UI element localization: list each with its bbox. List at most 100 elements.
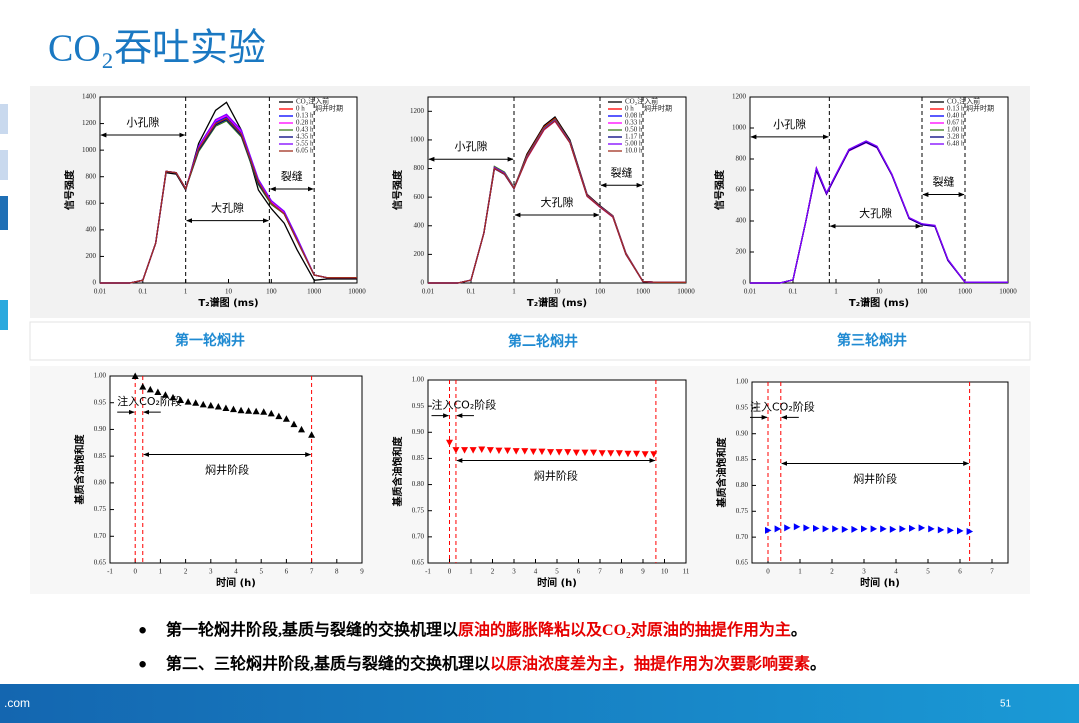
point [624, 450, 632, 458]
x-axis-label: T₂谱图 (ms) [849, 296, 909, 309]
annotation: 注入CO₂阶段 [432, 398, 497, 412]
point [308, 431, 316, 438]
point [282, 415, 290, 422]
plot-area [751, 381, 1009, 564]
point [237, 406, 245, 414]
point [813, 524, 820, 532]
y-tick-label: 0.65 [412, 559, 425, 567]
point [870, 525, 878, 533]
series-line [428, 120, 686, 284]
x-axis-label: T₂谱图 (ms) [198, 296, 258, 309]
point [177, 396, 185, 404]
point [650, 451, 658, 458]
x-tick-label: 7 [310, 568, 314, 576]
point [461, 447, 469, 454]
legend-label: 5.00 h [625, 140, 643, 148]
point [641, 451, 649, 458]
annotation: 大孔隙 [859, 206, 892, 220]
legend-label: 0.40 h [947, 112, 965, 120]
legend-label: 10.0 h [625, 147, 643, 155]
point [832, 525, 839, 533]
point [555, 449, 563, 456]
x-tick-label: 0.01 [422, 288, 435, 296]
legend-label: 0.33 h [625, 119, 643, 127]
y-tick-label: 0.80 [412, 480, 425, 488]
x-tick-label: 1000 [958, 288, 973, 296]
point [918, 524, 926, 532]
y-tick-label: 600 [86, 199, 97, 207]
point [222, 404, 230, 412]
y-tick-label: 0.75 [94, 505, 107, 513]
bullet-dot: ● [138, 622, 147, 638]
x-tick-label: 1000 [307, 288, 322, 296]
legend-label: 0.50 h [625, 126, 643, 134]
legend-label: 5.55 h [296, 140, 314, 148]
x-tick-label: 7 [598, 568, 602, 576]
y-tick-label: 0.75 [412, 506, 425, 514]
bullet-lead: 第二、三轮焖井阶段,基质与裂缝的交换机理以 [166, 654, 490, 673]
point [937, 526, 945, 534]
point [512, 448, 520, 455]
x-tick-label: 1 [184, 288, 188, 296]
y-tick-label: 1200 [82, 119, 97, 127]
bullet-end: 。 [810, 656, 826, 673]
footer-site: .com [4, 696, 30, 710]
annotation: 大孔隙 [211, 201, 244, 215]
legend-title: 焖井时期 [644, 104, 672, 113]
side-deco [0, 196, 8, 230]
side-deco [0, 104, 8, 134]
point [469, 447, 477, 454]
point [446, 439, 453, 447]
side-deco [0, 150, 8, 180]
point [966, 527, 974, 535]
y-tick-label: 0.75 [736, 507, 749, 515]
page-number: 51 [1000, 699, 1012, 710]
y-tick-label: 0.80 [736, 481, 749, 489]
y-tick-label: 200 [86, 252, 97, 260]
point [564, 449, 572, 456]
y-tick-label: 0.95 [94, 398, 107, 406]
x-tick-label: 0 [448, 568, 452, 576]
panel-label: 第二轮焖井 [508, 333, 578, 350]
x-tick-label: 2 [491, 568, 495, 576]
y-tick-label: 0.65 [94, 559, 107, 567]
point [793, 523, 801, 531]
y-tick-label: 200 [736, 248, 747, 256]
label-bar [29, 321, 1031, 361]
legend-label: CO₂注入前 [625, 97, 658, 106]
annotation: 注入CO₂阶段 [750, 399, 815, 413]
y-tick-label: 0.70 [412, 532, 425, 540]
y-tick-label: 1000 [732, 124, 747, 132]
legend-label: 0.08 h [625, 112, 643, 120]
x-tick-label: 10000 [348, 288, 366, 296]
point [581, 449, 589, 457]
y-tick-label: 0.70 [736, 533, 749, 541]
y-tick-label: 1200 [732, 93, 747, 101]
point [598, 450, 606, 457]
y-tick-label: 0.80 [94, 478, 107, 486]
point [214, 402, 222, 410]
x-tick-label: 10 [554, 288, 562, 296]
x-tick-label: 1000 [636, 288, 651, 296]
x-tick-label: 1 [798, 568, 802, 576]
annotation: 小孔隙 [455, 139, 488, 153]
point [615, 450, 623, 457]
legend-title: 焖井时期 [315, 104, 343, 113]
point [889, 525, 897, 533]
y-tick-label: 0.85 [94, 452, 107, 460]
y-tick-label: 800 [736, 155, 747, 163]
point [774, 525, 782, 533]
x-tick-label: 1 [159, 568, 163, 576]
point [880, 525, 887, 533]
annotation: 小孔隙 [773, 117, 806, 131]
x-tick-label: 10000 [677, 288, 695, 296]
x-tick-label: 8 [335, 568, 339, 576]
point [851, 525, 858, 533]
bullet-end: 。 [791, 622, 807, 639]
bullet-highlight: 原油的膨胀降粘以及CO₂对原油的抽提作用为主 [458, 620, 791, 639]
legend-label: CO₂注入前 [296, 97, 329, 106]
y-tick-label: 0 [93, 279, 97, 287]
point [633, 450, 641, 458]
legend-label: 4.35 h [296, 133, 314, 141]
